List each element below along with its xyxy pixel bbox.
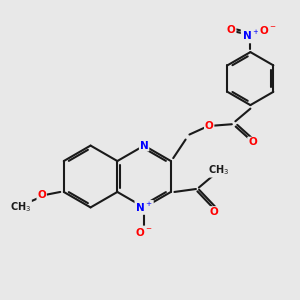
- Text: O: O: [205, 121, 214, 131]
- Text: N$^+$: N$^+$: [135, 201, 153, 214]
- Text: N$^+$: N$^+$: [242, 29, 259, 43]
- Text: O$^-$: O$^-$: [259, 24, 276, 36]
- Text: CH$_3$: CH$_3$: [10, 200, 31, 214]
- Text: O: O: [37, 190, 46, 200]
- Text: O: O: [248, 137, 257, 148]
- Text: O: O: [227, 25, 236, 35]
- Text: O: O: [209, 207, 218, 217]
- Text: CH$_3$: CH$_3$: [208, 163, 229, 177]
- Text: O$^-$: O$^-$: [135, 226, 153, 238]
- Text: N: N: [140, 141, 148, 151]
